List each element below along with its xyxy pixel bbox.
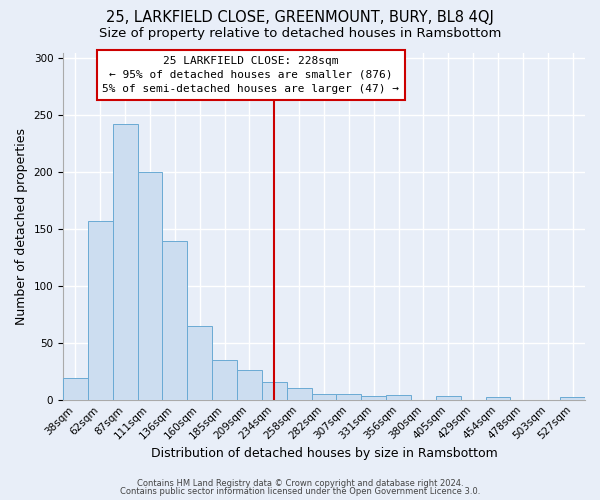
Bar <box>262 382 287 400</box>
Text: Contains HM Land Registry data © Crown copyright and database right 2024.: Contains HM Land Registry data © Crown c… <box>137 478 463 488</box>
Bar <box>163 242 187 400</box>
Bar <box>386 395 411 400</box>
Bar <box>560 398 585 400</box>
Bar <box>311 394 337 400</box>
Bar <box>485 398 511 400</box>
Bar <box>361 396 386 400</box>
Bar <box>337 394 361 400</box>
Bar <box>187 326 212 400</box>
Text: Contains public sector information licensed under the Open Government Licence 3.: Contains public sector information licen… <box>120 487 480 496</box>
Bar <box>237 370 262 400</box>
Y-axis label: Number of detached properties: Number of detached properties <box>15 128 28 324</box>
Bar <box>113 124 137 400</box>
Bar <box>436 396 461 400</box>
Bar <box>287 388 311 400</box>
Text: 25, LARKFIELD CLOSE, GREENMOUNT, BURY, BL8 4QJ: 25, LARKFIELD CLOSE, GREENMOUNT, BURY, B… <box>106 10 494 25</box>
Text: 25 LARKFIELD CLOSE: 228sqm
← 95% of detached houses are smaller (876)
5% of semi: 25 LARKFIELD CLOSE: 228sqm ← 95% of deta… <box>103 56 400 94</box>
Bar <box>63 378 88 400</box>
Bar <box>137 172 163 400</box>
Bar <box>212 360 237 400</box>
X-axis label: Distribution of detached houses by size in Ramsbottom: Distribution of detached houses by size … <box>151 447 497 460</box>
Text: Size of property relative to detached houses in Ramsbottom: Size of property relative to detached ho… <box>99 28 501 40</box>
Bar <box>88 221 113 400</box>
